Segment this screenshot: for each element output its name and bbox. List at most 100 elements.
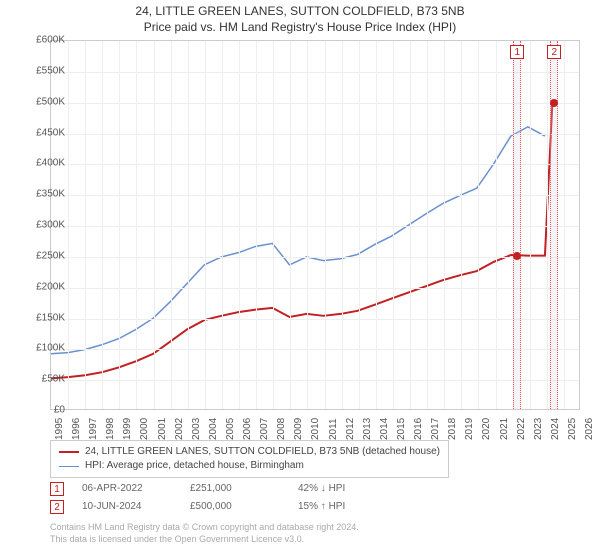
y-axis-label: £250K — [36, 250, 65, 261]
x-axis-label: 2024 — [550, 418, 561, 440]
x-axis-label: 2007 — [259, 418, 270, 440]
gridline-v — [547, 41, 548, 409]
x-axis-label: 2020 — [481, 418, 492, 440]
gridline-v — [171, 41, 172, 409]
gridline-v — [307, 41, 308, 409]
footer-line-1: Contains HM Land Registry data © Crown c… — [50, 522, 359, 534]
gridline-v — [119, 41, 120, 409]
y-axis-label: £150K — [36, 312, 65, 323]
x-axis-label: 2000 — [139, 418, 150, 440]
x-axis-label: 2011 — [328, 418, 339, 440]
gridline-v — [205, 41, 206, 409]
legend-swatch — [59, 466, 79, 467]
x-axis-label: 1999 — [122, 418, 133, 440]
title-line-1: 24, LITTLE GREEN LANES, SUTTON COLDFIELD… — [0, 4, 600, 20]
sale-band — [550, 41, 558, 409]
x-axis-label: 2009 — [293, 418, 304, 440]
gridline-v — [290, 41, 291, 409]
sales-row-price: £251,000 — [190, 480, 280, 498]
x-axis-label: 2005 — [225, 418, 236, 440]
x-axis-label: 2021 — [499, 418, 510, 440]
x-axis-label: 1995 — [54, 418, 65, 440]
y-axis-label: £450K — [36, 127, 65, 138]
gridline-v — [427, 41, 428, 409]
x-axis-label: 2023 — [533, 418, 544, 440]
y-axis-label: £600K — [36, 35, 65, 46]
gridline-h — [51, 288, 579, 289]
x-axis-label: 2006 — [242, 418, 253, 440]
x-axis-label: 2016 — [413, 418, 424, 440]
x-axis-label: 2014 — [379, 418, 390, 440]
gridline-v — [102, 41, 103, 409]
y-axis-label: £350K — [36, 189, 65, 200]
title-line-2: Price paid vs. HM Land Registry's House … — [0, 20, 600, 36]
y-axis-label: £500K — [36, 96, 65, 107]
gridline-v — [564, 41, 565, 409]
x-axis-label: 2002 — [174, 418, 185, 440]
gridline-h — [51, 349, 579, 350]
chart-lines-svg — [51, 41, 579, 409]
y-axis-label: £200K — [36, 281, 65, 292]
y-axis-label: £100K — [36, 343, 65, 354]
gridline-v — [444, 41, 445, 409]
gridline-v — [85, 41, 86, 409]
gridline-h — [51, 134, 579, 135]
gridline-v — [154, 41, 155, 409]
footer-attribution: Contains HM Land Registry data © Crown c… — [50, 522, 359, 545]
legend-label: HPI: Average price, detached house, Birm… — [85, 459, 304, 473]
gridline-h — [51, 257, 579, 258]
x-axis-label: 2026 — [584, 418, 595, 440]
x-axis-label: 2025 — [567, 418, 578, 440]
legend-label: 24, LITTLE GREEN LANES, SUTTON COLDFIELD… — [85, 445, 440, 459]
series-line-property_price — [51, 102, 552, 378]
gridline-h — [51, 164, 579, 165]
y-axis-label: £550K — [36, 65, 65, 76]
gridline-v — [136, 41, 137, 409]
gridline-h — [51, 226, 579, 227]
x-axis-label: 2008 — [276, 418, 287, 440]
gridline-v — [239, 41, 240, 409]
gridline-v — [342, 41, 343, 409]
sales-row-diff: 15% ↑ HPI — [298, 498, 388, 516]
gridline-v — [393, 41, 394, 409]
chart-titles: 24, LITTLE GREEN LANES, SUTTON COLDFIELD… — [0, 0, 600, 35]
y-axis-label: £300K — [36, 220, 65, 231]
y-axis-label: £50K — [42, 374, 65, 385]
gridline-v — [222, 41, 223, 409]
x-axis-label: 1998 — [105, 418, 116, 440]
gridline-v — [496, 41, 497, 409]
x-axis-label: 2015 — [396, 418, 407, 440]
gridline-v — [376, 41, 377, 409]
gridline-v — [478, 41, 479, 409]
gridline-h — [51, 103, 579, 104]
sales-row-number: 2 — [50, 500, 64, 514]
x-axis-label: 2019 — [464, 418, 475, 440]
gridline-v — [273, 41, 274, 409]
sale-dot — [513, 252, 521, 260]
x-axis-label: 1997 — [88, 418, 99, 440]
sale-marker-box: 2 — [547, 45, 561, 59]
sales-row: 1 06-APR-2022 £251,000 42% ↓ HPI — [50, 480, 388, 498]
gridline-v — [68, 41, 69, 409]
x-axis-label: 2013 — [362, 418, 373, 440]
sales-table: 1 06-APR-2022 £251,000 42% ↓ HPI 2 10-JUN-202… — [50, 480, 388, 516]
sales-row: 210-JUN-2024£500,00015% ↑ HPI — [50, 498, 388, 516]
sales-row-date: 06-APR-2022 — [82, 480, 172, 498]
sales-row-number: 1 — [50, 482, 64, 496]
gridline-v — [359, 41, 360, 409]
x-axis-label: 2012 — [345, 418, 356, 440]
footer-line-2: This data is licensed under the Open Gov… — [50, 534, 359, 546]
gridline-v — [256, 41, 257, 409]
y-axis-label: £0 — [54, 405, 65, 416]
x-axis-label: 2004 — [208, 418, 219, 440]
series-line-hpi — [51, 127, 545, 354]
legend-swatch — [59, 451, 79, 453]
x-axis-label: 2001 — [157, 418, 168, 440]
sale-band — [513, 41, 521, 409]
x-axis-label: 2022 — [516, 418, 527, 440]
sales-row-date: 10-JUN-2024 — [82, 498, 172, 516]
y-axis-label: £400K — [36, 158, 65, 169]
gridline-h — [51, 195, 579, 196]
sales-row-diff: 42% ↓ HPI — [298, 480, 388, 498]
gridline-v — [188, 41, 189, 409]
